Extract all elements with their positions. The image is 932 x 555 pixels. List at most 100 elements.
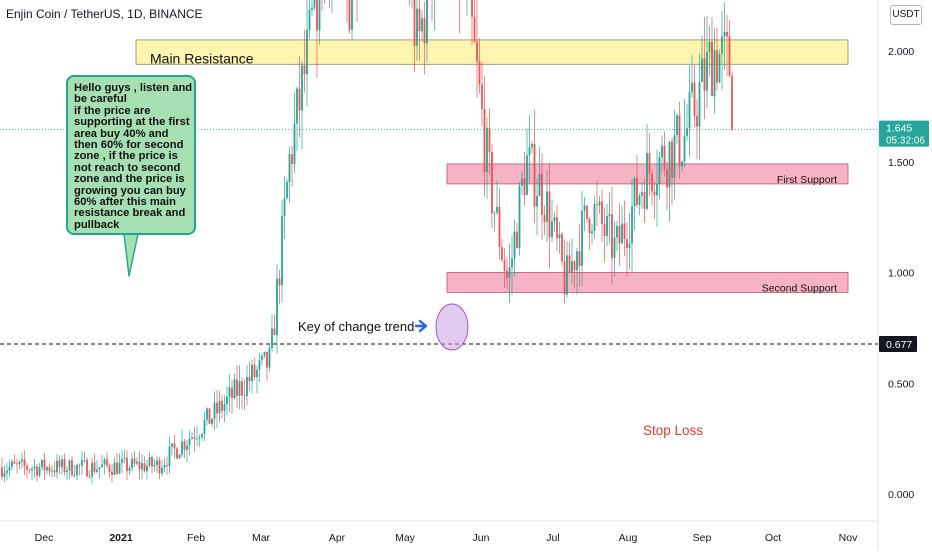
candle-body-111	[278, 278, 281, 286]
candle-body-199	[498, 206, 501, 248]
candle-body-41	[103, 459, 106, 465]
candle-body-11	[28, 469, 31, 471]
candle-body-66	[166, 465, 168, 467]
candle-body-29	[73, 475, 76, 477]
candle-body-100	[251, 364, 253, 382]
candle-body-69	[173, 443, 176, 449]
candle-body-79	[198, 437, 201, 439]
x-tick-0: Dec	[35, 532, 54, 544]
candle-body-53	[133, 458, 136, 464]
candle-body-106	[266, 351, 268, 368]
candle-body-200	[501, 247, 503, 260]
candle-body-10	[26, 465, 28, 470]
x-tick-11: Nov	[839, 532, 858, 544]
candle-body-113	[283, 198, 286, 217]
candle-body-192	[481, 84, 483, 110]
candle-body-224	[561, 234, 563, 262]
candle-body-6	[16, 463, 18, 465]
candle-body-210	[526, 155, 528, 195]
y-tick-4: 2.000	[888, 46, 914, 58]
candle-body-237	[593, 204, 596, 231]
note-line-4: area buy 40% and	[74, 127, 169, 140]
candle-body-45	[113, 462, 116, 475]
x-tick-5: May	[395, 532, 416, 544]
key-change-trend-label: Key of change trend	[298, 319, 414, 334]
candle-body-115	[288, 154, 291, 182]
candle-body-117	[293, 123, 296, 165]
candle-body-62	[156, 460, 158, 465]
candle-body-4	[11, 461, 13, 467]
candle-body-84	[211, 418, 213, 424]
candle-body-39	[98, 467, 101, 470]
candle-body-83	[208, 408, 211, 424]
y-tick-5: 1.500	[888, 157, 914, 169]
candle-body-231	[578, 251, 581, 266]
candle-body-72	[181, 441, 183, 455]
candle-body-36	[91, 462, 93, 477]
candle-body-195	[488, 127, 491, 153]
candle-body-47	[118, 462, 121, 474]
candle-body-126	[316, 0, 318, 31]
candle-body-88	[221, 400, 223, 411]
candle-body-285	[713, 50, 716, 97]
candle-body-201	[503, 259, 506, 271]
candle-body-278	[696, 115, 698, 127]
candle-body-191	[478, 61, 481, 85]
candle-body-197	[493, 212, 496, 214]
candle-body-220	[551, 221, 553, 238]
candle-body-123	[308, 9, 311, 30]
candle-body-215	[538, 173, 541, 197]
note-line-6: zone , if the price is	[74, 150, 178, 163]
blue-arrow-icon	[414, 319, 428, 333]
candle-body-86	[216, 402, 218, 414]
candle-body-61	[153, 464, 156, 467]
candle-body-63	[158, 460, 161, 474]
x-tick-2: Feb	[187, 532, 205, 544]
candle-body-276	[691, 82, 693, 93]
candle-body-25	[63, 459, 66, 473]
candle-body-189	[473, 16, 476, 42]
candle-body-219	[548, 191, 551, 238]
candle-body-216	[541, 173, 543, 215]
candle-body-291	[728, 36, 731, 76]
candle-body-67	[168, 446, 171, 467]
candle-body-12	[31, 468, 33, 471]
candle-body-213	[533, 143, 536, 207]
candle-body-65	[163, 465, 166, 468]
candle-body-51	[128, 467, 131, 471]
candle-body-73	[183, 441, 186, 450]
candle-body-207	[518, 185, 521, 248]
candle-body-76	[191, 437, 193, 439]
candle-body-243	[608, 214, 611, 217]
stop-loss-label: Stop Loss	[643, 423, 703, 438]
candle-body-127	[318, 0, 321, 31]
candle-body-104	[261, 355, 263, 360]
candle-body-218	[546, 191, 548, 222]
candle-body-168	[421, 18, 423, 32]
candles-layer	[1, 0, 733, 484]
candle-body-204	[511, 258, 513, 268]
candle-body-198	[496, 206, 498, 213]
candle-body-2	[6, 470, 8, 473]
note-line-8: zone and the price is	[74, 173, 185, 186]
currency-button[interactable]: USDT	[890, 5, 922, 25]
candle-body-112	[281, 216, 283, 286]
candle-body-23	[58, 460, 61, 468]
candle-body-31	[78, 464, 81, 466]
candle-body-265	[663, 145, 666, 170]
candle-body-116	[291, 154, 293, 165]
candle-body-280	[701, 58, 703, 82]
candle-body-42	[106, 459, 108, 466]
candle-body-70	[176, 448, 178, 459]
candle-body-258	[646, 153, 648, 209]
note-line-2: if the price are	[74, 104, 151, 117]
candle-body-230	[576, 251, 578, 271]
candle-body-8	[21, 459, 23, 462]
candle-body-273	[683, 135, 686, 162]
candle-body-272	[681, 161, 683, 167]
candle-body-255	[638, 195, 641, 205]
candle-body-262	[656, 183, 658, 196]
candle-body-58	[146, 465, 148, 472]
